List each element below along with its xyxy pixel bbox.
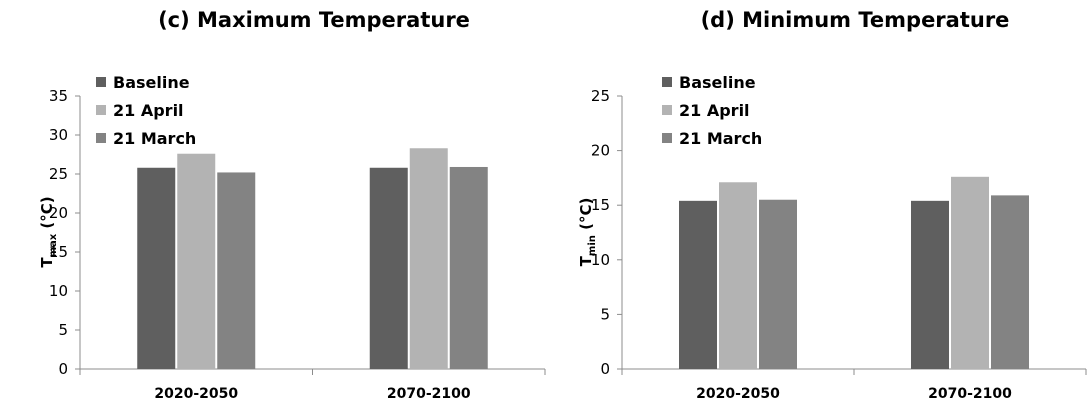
chart-title: (c) Maximum Temperature: [158, 8, 470, 32]
legend-swatch-21-march: [96, 133, 106, 143]
chart-panel-min-temperature: (d) Minimum Temperature Tmin (°C) 0 5 10 15…: [577, 8, 1087, 402]
y-axis-label-main: T: [38, 257, 56, 268]
legend-label-21-april: 21 April: [113, 101, 184, 120]
legend-label-21-march: 21 March: [679, 129, 762, 148]
y-tick-label: 30: [49, 126, 68, 144]
x-category-label: 2020-2050: [154, 386, 238, 402]
svg-text:Tmax (°C): Tmax (°C): [38, 196, 59, 267]
y-tick-label: 10: [591, 251, 610, 269]
y-tick-label: 10: [49, 282, 68, 300]
bar-baseline-2020-2050: [137, 167, 176, 369]
legend-label-baseline: Baseline: [113, 73, 190, 92]
y-tick-label: 0: [58, 360, 68, 378]
y-axis-label-unit: (°C): [38, 196, 56, 233]
legend-label-21-april: 21 April: [679, 101, 750, 120]
y-tick-label: 35: [49, 87, 68, 105]
bar-21-march-2070-2100: [991, 195, 1029, 369]
y-axis-label-main: T: [577, 255, 595, 266]
y-axis-label-subscript: max: [48, 233, 59, 257]
x-category-label: 2070-2100: [928, 386, 1012, 402]
bar-21-april-2070-2100: [951, 176, 989, 369]
legend-swatch-21-april: [96, 105, 106, 115]
bar-21-march-2070-2100: [449, 166, 488, 369]
chart-plot-area: 0 5 10 15 20 25 2020-2050 2070-2100: [591, 87, 1087, 402]
y-axis-label: Tmax (°C): [38, 196, 59, 267]
y-tick-label: 0: [600, 360, 610, 378]
bar-baseline-2070-2100: [911, 200, 949, 369]
legend-swatch-baseline: [662, 77, 672, 87]
svg-text:Tmin (°C): Tmin (°C): [577, 198, 598, 267]
legend-swatch-21-march: [662, 133, 672, 143]
bar-21-april-2020-2050: [177, 153, 216, 369]
y-tick-label: 20: [591, 142, 610, 160]
y-axis-label-subscript: min: [587, 235, 598, 256]
chart-legend: Baseline 21 April 21 March: [662, 73, 762, 148]
chart-panel-max-temperature: (c) Maximum Temperature Tmax (°C) 0 5 10 15…: [38, 8, 546, 402]
legend-swatch-21-april: [662, 105, 672, 115]
y-tick-label: 25: [49, 165, 68, 183]
y-axis-label-unit: (°C): [577, 198, 595, 235]
y-axis-label: Tmin (°C): [577, 198, 598, 267]
bar-baseline-2020-2050: [679, 200, 717, 369]
bar-21-march-2020-2050: [759, 199, 797, 369]
legend-label-21-march: 21 March: [113, 129, 196, 148]
chart-legend: Baseline 21 April 21 March: [96, 73, 196, 148]
chart-plot-area: 0 5 10 15 20 25 30 35 2020-2050 2070-2100: [49, 87, 546, 402]
chart-title: (d) Minimum Temperature: [701, 8, 1010, 32]
bar-21-april-2020-2050: [719, 182, 757, 369]
y-tick-label: 5: [58, 321, 68, 339]
bar-21-april-2070-2100: [409, 148, 448, 369]
x-category-label: 2070-2100: [387, 386, 471, 402]
bar-baseline-2070-2100: [369, 167, 408, 369]
x-category-label: 2020-2050: [696, 386, 780, 402]
y-tick-label: 15: [49, 243, 68, 261]
legend-swatch-baseline: [96, 77, 106, 87]
y-tick-label: 5: [600, 305, 610, 323]
legend-label-baseline: Baseline: [679, 73, 756, 92]
bar-21-march-2020-2050: [217, 172, 256, 369]
y-tick-label: 20: [49, 204, 68, 222]
y-tick-label: 25: [591, 87, 610, 105]
y-tick-label: 15: [591, 196, 610, 214]
